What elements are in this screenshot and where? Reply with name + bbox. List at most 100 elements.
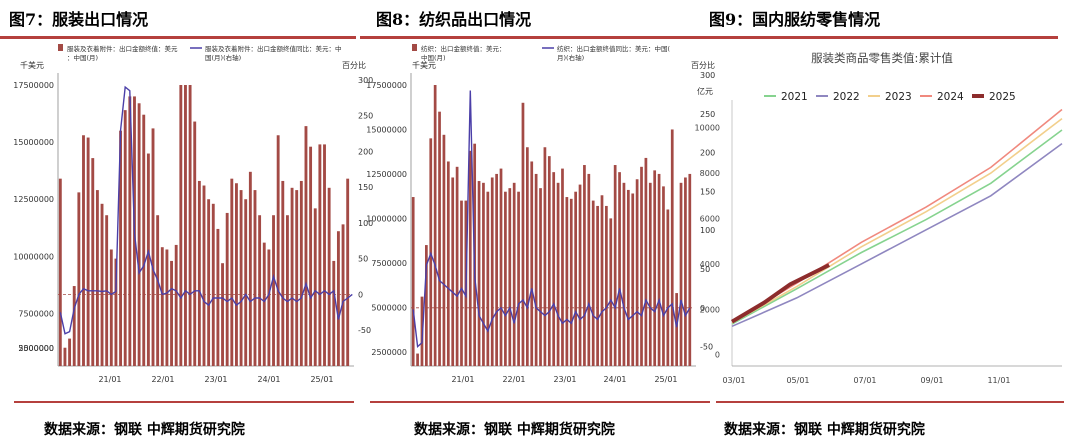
- bar: [411, 197, 415, 366]
- bar: [631, 193, 635, 366]
- left-tick-label: 12500000: [366, 170, 407, 179]
- bar: [653, 170, 657, 366]
- left-tick-label: 7500000: [371, 259, 407, 268]
- bar: [512, 182, 516, 366]
- x-tick-label: 03/01: [722, 376, 745, 385]
- right-tick-label: 250: [700, 110, 715, 119]
- data-source: 数据来源：钢联 中辉期货研究院: [724, 422, 925, 438]
- bar: [530, 161, 534, 366]
- bar: [253, 190, 257, 366]
- bar: [684, 177, 687, 366]
- bar: [276, 135, 280, 366]
- bar: [179, 85, 183, 366]
- bottom-divider: [14, 401, 354, 403]
- bottom-divider: [370, 401, 710, 403]
- left-tick-label: 5000000: [371, 303, 407, 312]
- x-tick-label: 11/01: [987, 376, 1010, 385]
- right-tick-label: 50: [700, 265, 710, 274]
- bar: [72, 286, 76, 366]
- bar: [666, 209, 670, 366]
- bar: [486, 191, 490, 366]
- series-line-2022: [731, 142, 1063, 328]
- bar: [327, 187, 331, 366]
- left-tick-label: 10000000: [13, 252, 54, 261]
- title-divider: [360, 36, 710, 39]
- bar: [313, 208, 317, 366]
- bar: [137, 103, 141, 366]
- y-tick-label: 4000: [700, 260, 720, 269]
- left-tick-label: 12500000: [13, 195, 54, 204]
- bar: [267, 249, 271, 366]
- bar: [451, 177, 455, 366]
- x-tick-label: 23/01: [553, 375, 576, 384]
- bar: [543, 147, 547, 366]
- bar: [346, 178, 350, 366]
- bar: [455, 166, 459, 366]
- bar: [225, 212, 229, 366]
- left-axis-unit: 千美元: [20, 60, 44, 70]
- right-axis-unit-2: 亿元: [697, 86, 713, 96]
- figure-title: 图9：国内服纺零售情况: [709, 10, 881, 29]
- bar: [688, 173, 692, 366]
- left-tick-label: 2500000: [18, 344, 54, 353]
- bar: [556, 182, 560, 366]
- bar: [262, 242, 266, 366]
- bar: [128, 96, 132, 367]
- bar: [591, 200, 595, 366]
- bar: [156, 215, 160, 366]
- bar: [295, 190, 299, 366]
- bar: [285, 215, 289, 366]
- chart-title: 服装类商品零售类值:累计值: [811, 51, 953, 65]
- bar: [100, 203, 104, 366]
- bar: [248, 171, 252, 366]
- x-tick-label: 25/01: [310, 375, 333, 384]
- bar: [160, 247, 164, 366]
- x-tick-label: 21/01: [451, 375, 474, 384]
- legend-label: 2025: [989, 91, 1016, 103]
- bar: [622, 182, 626, 366]
- bar: [170, 260, 173, 366]
- bar: [482, 182, 485, 366]
- bar: [679, 182, 683, 366]
- bar: [309, 146, 313, 366]
- x-tick-label: 05/01: [786, 376, 809, 385]
- bar: [442, 134, 446, 366]
- bar: [525, 147, 529, 366]
- right-tick-label: 100: [700, 226, 715, 235]
- bar: [596, 205, 599, 366]
- bar: [109, 249, 113, 366]
- bar: [193, 121, 197, 366]
- right-tick-label: 150: [358, 183, 373, 192]
- bar: [86, 137, 90, 366]
- bar: [640, 166, 643, 366]
- x-tick-label: 22/01: [151, 375, 174, 384]
- bar: [635, 179, 639, 366]
- right-tick-label: 50: [358, 255, 368, 264]
- figure-title: 图8：纺织品出口情况: [376, 10, 532, 29]
- bar: [230, 178, 234, 366]
- bar: [495, 173, 498, 366]
- bar: [552, 172, 556, 366]
- bar: [188, 85, 192, 366]
- right-tick-label: 200: [358, 147, 373, 156]
- bar: [82, 135, 85, 366]
- series-line-2023: [731, 117, 1063, 324]
- bar: [508, 188, 512, 366]
- series-line-2025: [730, 263, 830, 324]
- bar: [605, 205, 608, 366]
- bar: [670, 129, 674, 366]
- left-tick-label: 7500000: [18, 309, 54, 318]
- left-tick-label: 17500000: [366, 81, 407, 90]
- right-tick-label: 200: [700, 149, 715, 158]
- bar: [142, 114, 146, 366]
- legend-label: 纺织：出口金额终值同比：美元：中国(月)(右轴): [557, 44, 671, 62]
- left-tick-label: 17500000: [13, 81, 54, 90]
- bar: [569, 198, 573, 366]
- legend-swatch: [412, 44, 417, 51]
- bar: [197, 180, 201, 366]
- right-tick-label: 300: [700, 71, 715, 80]
- title-divider: [0, 36, 356, 39]
- title-divider: [710, 36, 1058, 39]
